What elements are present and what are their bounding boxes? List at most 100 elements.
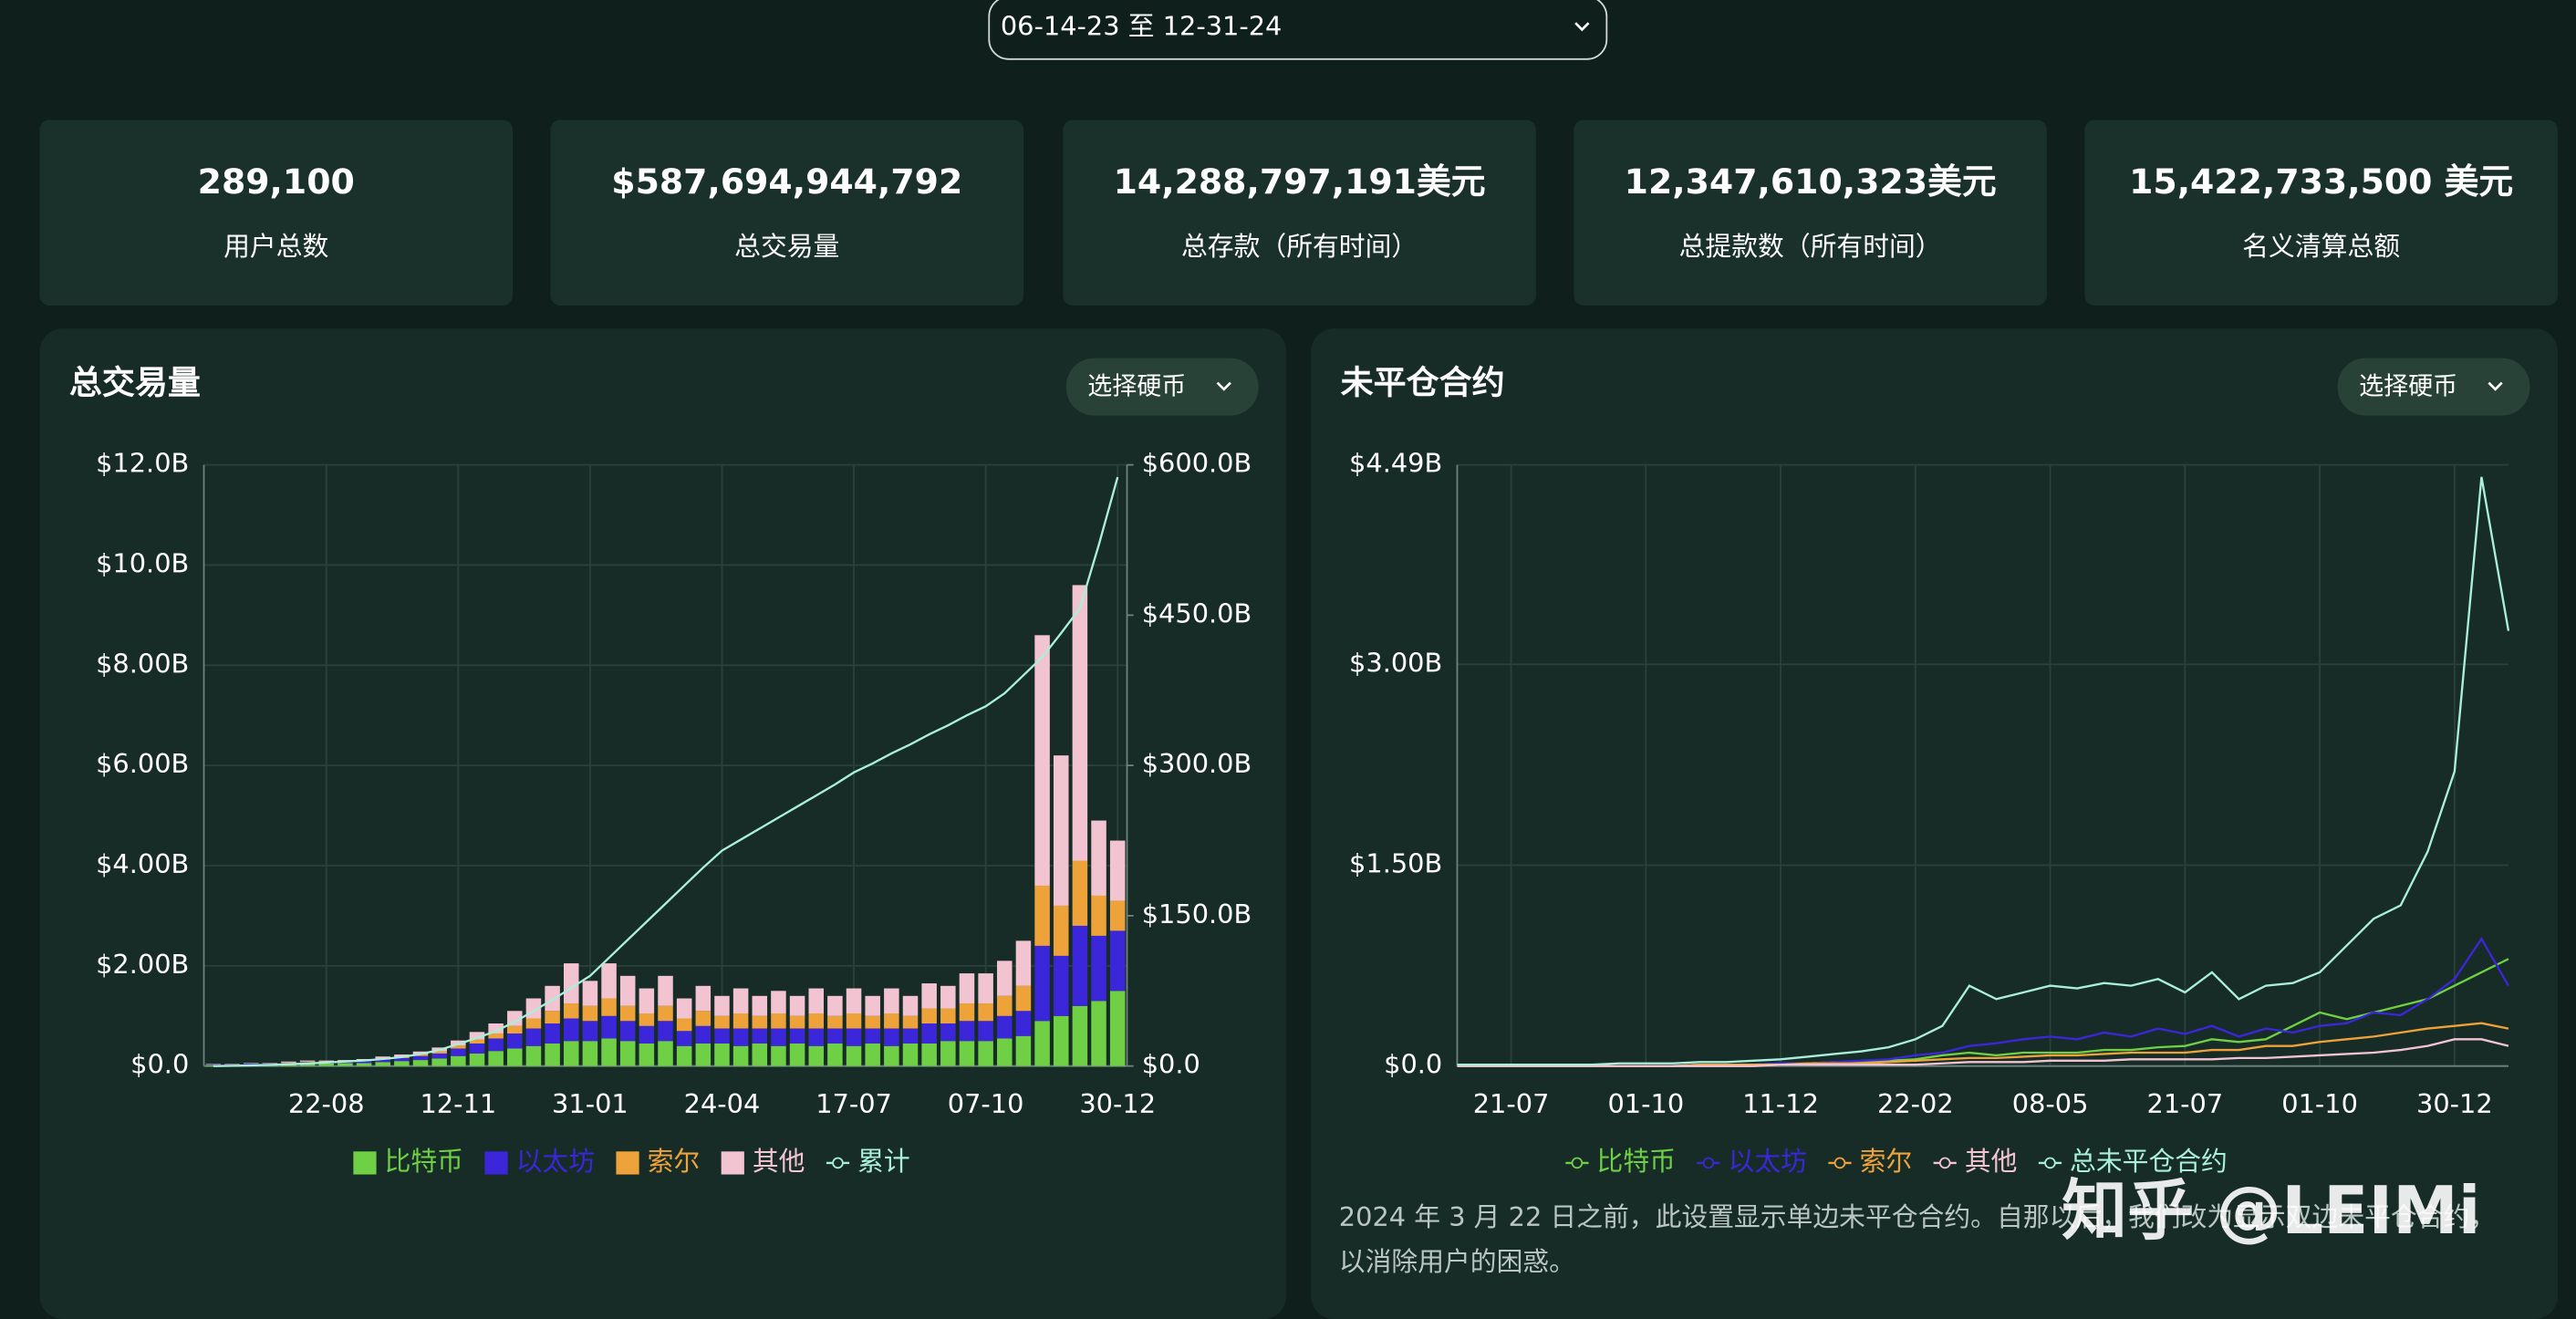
y-tick-label: $3.00B — [1349, 647, 1442, 678]
bar-segment — [507, 1025, 523, 1033]
chevron[interactable] — [1574, 22, 1590, 32]
bar-segment — [619, 1041, 636, 1066]
bar-segment — [846, 1028, 862, 1046]
legend-marker — [1571, 1157, 1584, 1169]
bar-segment — [959, 1003, 975, 1022]
bar-segment — [394, 1054, 410, 1057]
coin-select-text[interactable]: 选择硬币 — [2359, 372, 2457, 400]
bar-segment — [563, 1003, 579, 1019]
legend-label: 以太坊 — [516, 1146, 595, 1177]
stat-label: 用户总数 — [223, 231, 328, 262]
bar-segment — [865, 1028, 880, 1044]
bar-segment — [563, 1018, 579, 1042]
legend-marker — [832, 1157, 844, 1169]
bar-segment — [865, 995, 880, 1016]
content: 289,100 用户总数 $587,694,944,792 总交易量 14,288,79… — [39, 119, 2558, 1277]
bar-segment — [488, 1038, 504, 1052]
bar-segment — [525, 1028, 542, 1046]
bar-segment — [601, 998, 617, 1016]
bar-segment — [619, 975, 636, 1006]
bar-segment — [318, 1063, 335, 1066]
stat-value: 14,288,797,191美元 — [1114, 161, 1486, 202]
legend-marker — [1938, 1157, 1951, 1169]
bar-segment — [1053, 955, 1069, 1016]
bar-segment — [978, 1041, 993, 1066]
x-tick-label: 24-04 — [684, 1088, 761, 1119]
bar-segment — [582, 1021, 598, 1042]
bar-segment — [695, 1043, 712, 1066]
bar-segment — [281, 1061, 296, 1063]
stat-card — [550, 119, 1024, 306]
bar-segment — [639, 1013, 655, 1026]
legend-label: 索尔 — [1860, 1146, 1913, 1177]
bar-segment — [940, 1023, 956, 1042]
y2-tick-label: $600.0B — [1142, 448, 1252, 479]
bar-segment — [1053, 905, 1069, 956]
bar-segment — [676, 1018, 692, 1032]
bar-segment — [771, 991, 786, 1014]
coin-select-button[interactable] — [1065, 358, 1259, 416]
legend-label: 以太坊 — [1729, 1146, 1807, 1177]
bar-segment — [412, 1054, 429, 1056]
date-range-box[interactable] — [988, 0, 1608, 60]
bar-segment — [1091, 935, 1106, 1002]
stat-card — [1063, 119, 1536, 306]
y2-tick-label: $0.0 — [1142, 1049, 1200, 1080]
bar-segment — [243, 1063, 259, 1064]
bar-segment — [789, 1043, 805, 1066]
coin-select-text[interactable]: 选择硬币 — [1087, 372, 1186, 400]
bar-segment — [488, 1033, 504, 1039]
bar-segment — [921, 1023, 937, 1044]
x-tick-label: 17-07 — [815, 1088, 892, 1119]
bar-segment — [714, 1028, 730, 1044]
bar-segment — [940, 1008, 956, 1024]
bar-segment — [921, 1008, 937, 1024]
x-tick-label: 22-02 — [1877, 1088, 1954, 1119]
bar-segment — [658, 1005, 673, 1022]
bar-segment — [639, 988, 655, 1014]
panel — [1311, 328, 2558, 1319]
bar-segment — [525, 1018, 542, 1029]
y-tick-label: $4.49B — [1349, 448, 1442, 479]
bar-segment — [658, 1021, 673, 1042]
chevron[interactable] — [1216, 381, 1231, 391]
bar-segment — [959, 973, 975, 1004]
bar-segment — [1015, 940, 1032, 986]
bar-segment — [676, 998, 692, 1019]
bar-segment — [243, 1063, 259, 1065]
chevron[interactable] — [2488, 381, 2503, 391]
bar-segment — [1053, 1015, 1069, 1066]
bar-segment — [827, 1043, 843, 1066]
bar-segment — [619, 1021, 636, 1042]
legend-swatch — [484, 1151, 508, 1175]
bar-segment — [469, 1043, 485, 1054]
x-tick-label: 21-07 — [2147, 1088, 2224, 1119]
bar-segment — [789, 995, 805, 1016]
bar-segment — [1109, 900, 1126, 931]
legend-label: 其他 — [1965, 1146, 2018, 1177]
legend-marker — [2044, 1157, 2056, 1169]
y-tick-label: $0.0 — [1384, 1049, 1442, 1080]
bar-segment — [714, 1015, 730, 1029]
legend-swatch — [721, 1151, 744, 1175]
date-range-text[interactable]: 06-14-23 至 12-31-24 — [1001, 11, 1283, 42]
bar-segment — [902, 1043, 919, 1066]
date-range-picker[interactable]: 06-14-23 至 12-31-24 — [988, 0, 1608, 60]
y-tick-label: $10.0B — [96, 547, 189, 578]
bar-segment — [1109, 930, 1126, 992]
bar-segment — [1015, 1035, 1032, 1066]
note: 2024 年 3 月 22 日之前，此设置显示单边未平仓合约。自那以后，我们改为… — [1339, 1201, 2496, 1232]
coin-select-button[interactable] — [2337, 358, 2530, 416]
bar-segment — [469, 1032, 485, 1040]
bar-segment — [299, 1061, 316, 1063]
bar-segment — [507, 1048, 523, 1066]
x-tick-label: 07-10 — [948, 1088, 1024, 1119]
bar-segment — [732, 1013, 749, 1029]
bar-segment — [1015, 985, 1032, 1012]
bar-segment — [658, 1041, 673, 1066]
bar-segment — [469, 1039, 485, 1044]
watermark: 知乎 @LEIMi — [2062, 1172, 2480, 1249]
bar-segment — [601, 1015, 617, 1039]
bar-segment — [808, 1045, 825, 1066]
bar-segment — [714, 1043, 730, 1066]
